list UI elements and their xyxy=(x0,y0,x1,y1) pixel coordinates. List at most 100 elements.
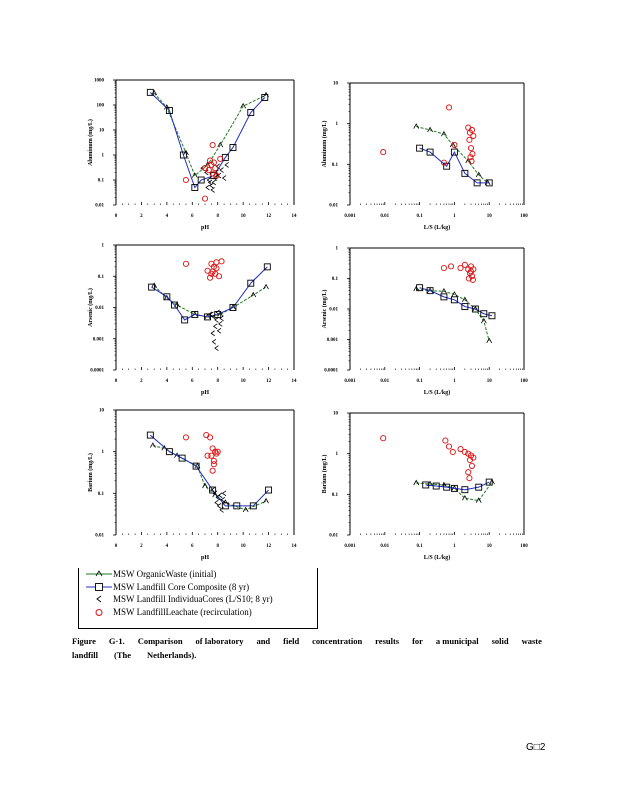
y-tick-label: 1000 xyxy=(94,79,105,84)
x-tick-label: 0 xyxy=(115,544,118,549)
data-point-chevron xyxy=(210,187,215,193)
chart-aluminum-vs-ls: 0.01 0.1 1 10 0.001 0.01 0.1 1 10 100 L/S (L/kg) Al… xyxy=(310,75,530,240)
data-point-chevron xyxy=(205,184,210,191)
data-point-circle xyxy=(445,104,453,111)
data-point-square xyxy=(450,484,458,492)
caption-word: concentration xyxy=(312,636,363,646)
y-tick-label: 0.01 xyxy=(329,534,338,539)
data-point-square xyxy=(233,502,241,510)
data-point-circle xyxy=(468,126,476,134)
data-point-square xyxy=(450,148,458,156)
y-axis-label: Aluminum (mg/L) xyxy=(321,121,328,168)
data-point-square xyxy=(197,176,205,184)
y-tick-label: 0.001 xyxy=(327,338,339,343)
data-point-triangle xyxy=(151,89,157,96)
data-point-square xyxy=(191,184,199,191)
data-point-square xyxy=(461,486,469,494)
x-tick-label: 0.001 xyxy=(344,214,356,219)
legend-label: MSW Landfill Core Composite (8 yr) xyxy=(113,581,250,592)
x-tick-label: 1 xyxy=(453,544,456,549)
data-point-circle xyxy=(465,469,472,476)
data-point-circle xyxy=(207,434,214,441)
y-tick-label: 0.01 xyxy=(95,306,104,311)
data-point-circle xyxy=(466,456,474,464)
x-tick-label: 0.1 xyxy=(416,214,423,219)
legend-label: MSW Landfill IndividuaCores (L/S10; 8 yr… xyxy=(113,594,273,604)
data-point-circle xyxy=(182,434,189,441)
data-point-circle xyxy=(445,443,453,450)
y-tick-label: 100 xyxy=(97,104,105,109)
y-tick-label: 0.01 xyxy=(95,534,104,539)
y-tick-label: 0.1 xyxy=(98,179,105,184)
data-point-circle xyxy=(469,150,476,158)
chart-svg: 0.01 0.1 1 10 100 1000 0 2 4 6 8 10 12 14 pH Aluminum (… xyxy=(87,79,297,232)
y-tick-label: 0.1 xyxy=(332,277,339,282)
y-tick-label: 0.1 xyxy=(332,493,339,498)
data-point-circle xyxy=(465,275,472,282)
data-point-circle xyxy=(470,132,477,139)
data-point-square xyxy=(416,284,424,292)
x-tick-label: 10 xyxy=(241,214,247,219)
series-line-composite xyxy=(419,147,490,184)
data-point-circle xyxy=(203,432,210,439)
caption-word: for xyxy=(412,636,423,646)
x-tick-label: 2 xyxy=(140,544,143,549)
data-point-circle xyxy=(218,258,225,265)
y-tick-label: 0.0001 xyxy=(90,369,104,374)
data-point-triangle xyxy=(151,282,157,288)
data-point-triangle xyxy=(204,313,211,320)
data-point-square xyxy=(473,179,481,187)
y-tick-label: 10 xyxy=(333,82,339,87)
x-tick-label: 14 xyxy=(292,544,298,549)
data-point-chevron xyxy=(210,487,215,493)
data-point-chevron xyxy=(221,490,227,497)
data-point-square xyxy=(148,283,156,291)
data-point-circle xyxy=(204,452,211,459)
data-point-square xyxy=(461,169,469,177)
y-tick-label: 0.01 xyxy=(329,204,338,209)
x-tick-label: 0.1 xyxy=(416,544,423,549)
y-tick-label: 1 xyxy=(102,154,105,159)
data-point-chevron xyxy=(210,330,215,337)
x-tick-label: 4 xyxy=(166,379,169,384)
data-point-circle xyxy=(442,437,449,444)
series-line-organic xyxy=(416,126,488,184)
x-tick-label: 0.01 xyxy=(380,544,389,549)
y-tick-label: 1 xyxy=(102,244,105,249)
data-point-triangle xyxy=(191,172,198,178)
caption-word: of laboratory xyxy=(195,636,244,646)
data-point-circle xyxy=(217,155,224,162)
data-point-square xyxy=(461,303,469,311)
data-point-circle xyxy=(212,165,219,172)
x-tick-label: 4 xyxy=(166,214,169,219)
x-tick-label: 10 xyxy=(241,544,247,549)
data-point-chevron xyxy=(214,499,219,506)
data-point-chevron xyxy=(204,169,209,176)
x-tick-label: 10 xyxy=(487,544,493,549)
data-point-square xyxy=(416,144,424,152)
data-point-chevron xyxy=(215,163,220,170)
x-tick-label: 8 xyxy=(216,379,219,384)
data-point-square xyxy=(475,483,483,491)
data-point-square xyxy=(204,313,211,321)
data-point-circle xyxy=(469,276,476,283)
x-tick-label: 10 xyxy=(487,214,493,219)
chart-svg: 0.01 0.1 1 10 0 2 4 6 8 10 12 14 pH Barium (mg/L) xyxy=(87,409,298,562)
data-point-square xyxy=(163,293,171,301)
y-tick-label: 0.1 xyxy=(98,275,105,280)
data-point-square xyxy=(471,305,479,313)
data-point-chevron xyxy=(211,314,217,320)
caption-word: Netherlands). xyxy=(146,650,197,660)
data-point-circle xyxy=(466,475,473,482)
y-axis-label: Aluminum (mg/L) xyxy=(87,119,94,166)
data-point-circle xyxy=(440,265,447,272)
x-tick-label: 6 xyxy=(191,544,194,549)
data-point-triangle xyxy=(217,141,224,148)
series-line-composite xyxy=(149,92,266,189)
caption-word: (The xyxy=(113,650,131,660)
x-axis-label: pH xyxy=(201,390,209,396)
data-point-square xyxy=(209,486,217,494)
data-point-circle xyxy=(457,265,464,272)
x-axis-label: L/S (L/kg) xyxy=(424,389,451,396)
